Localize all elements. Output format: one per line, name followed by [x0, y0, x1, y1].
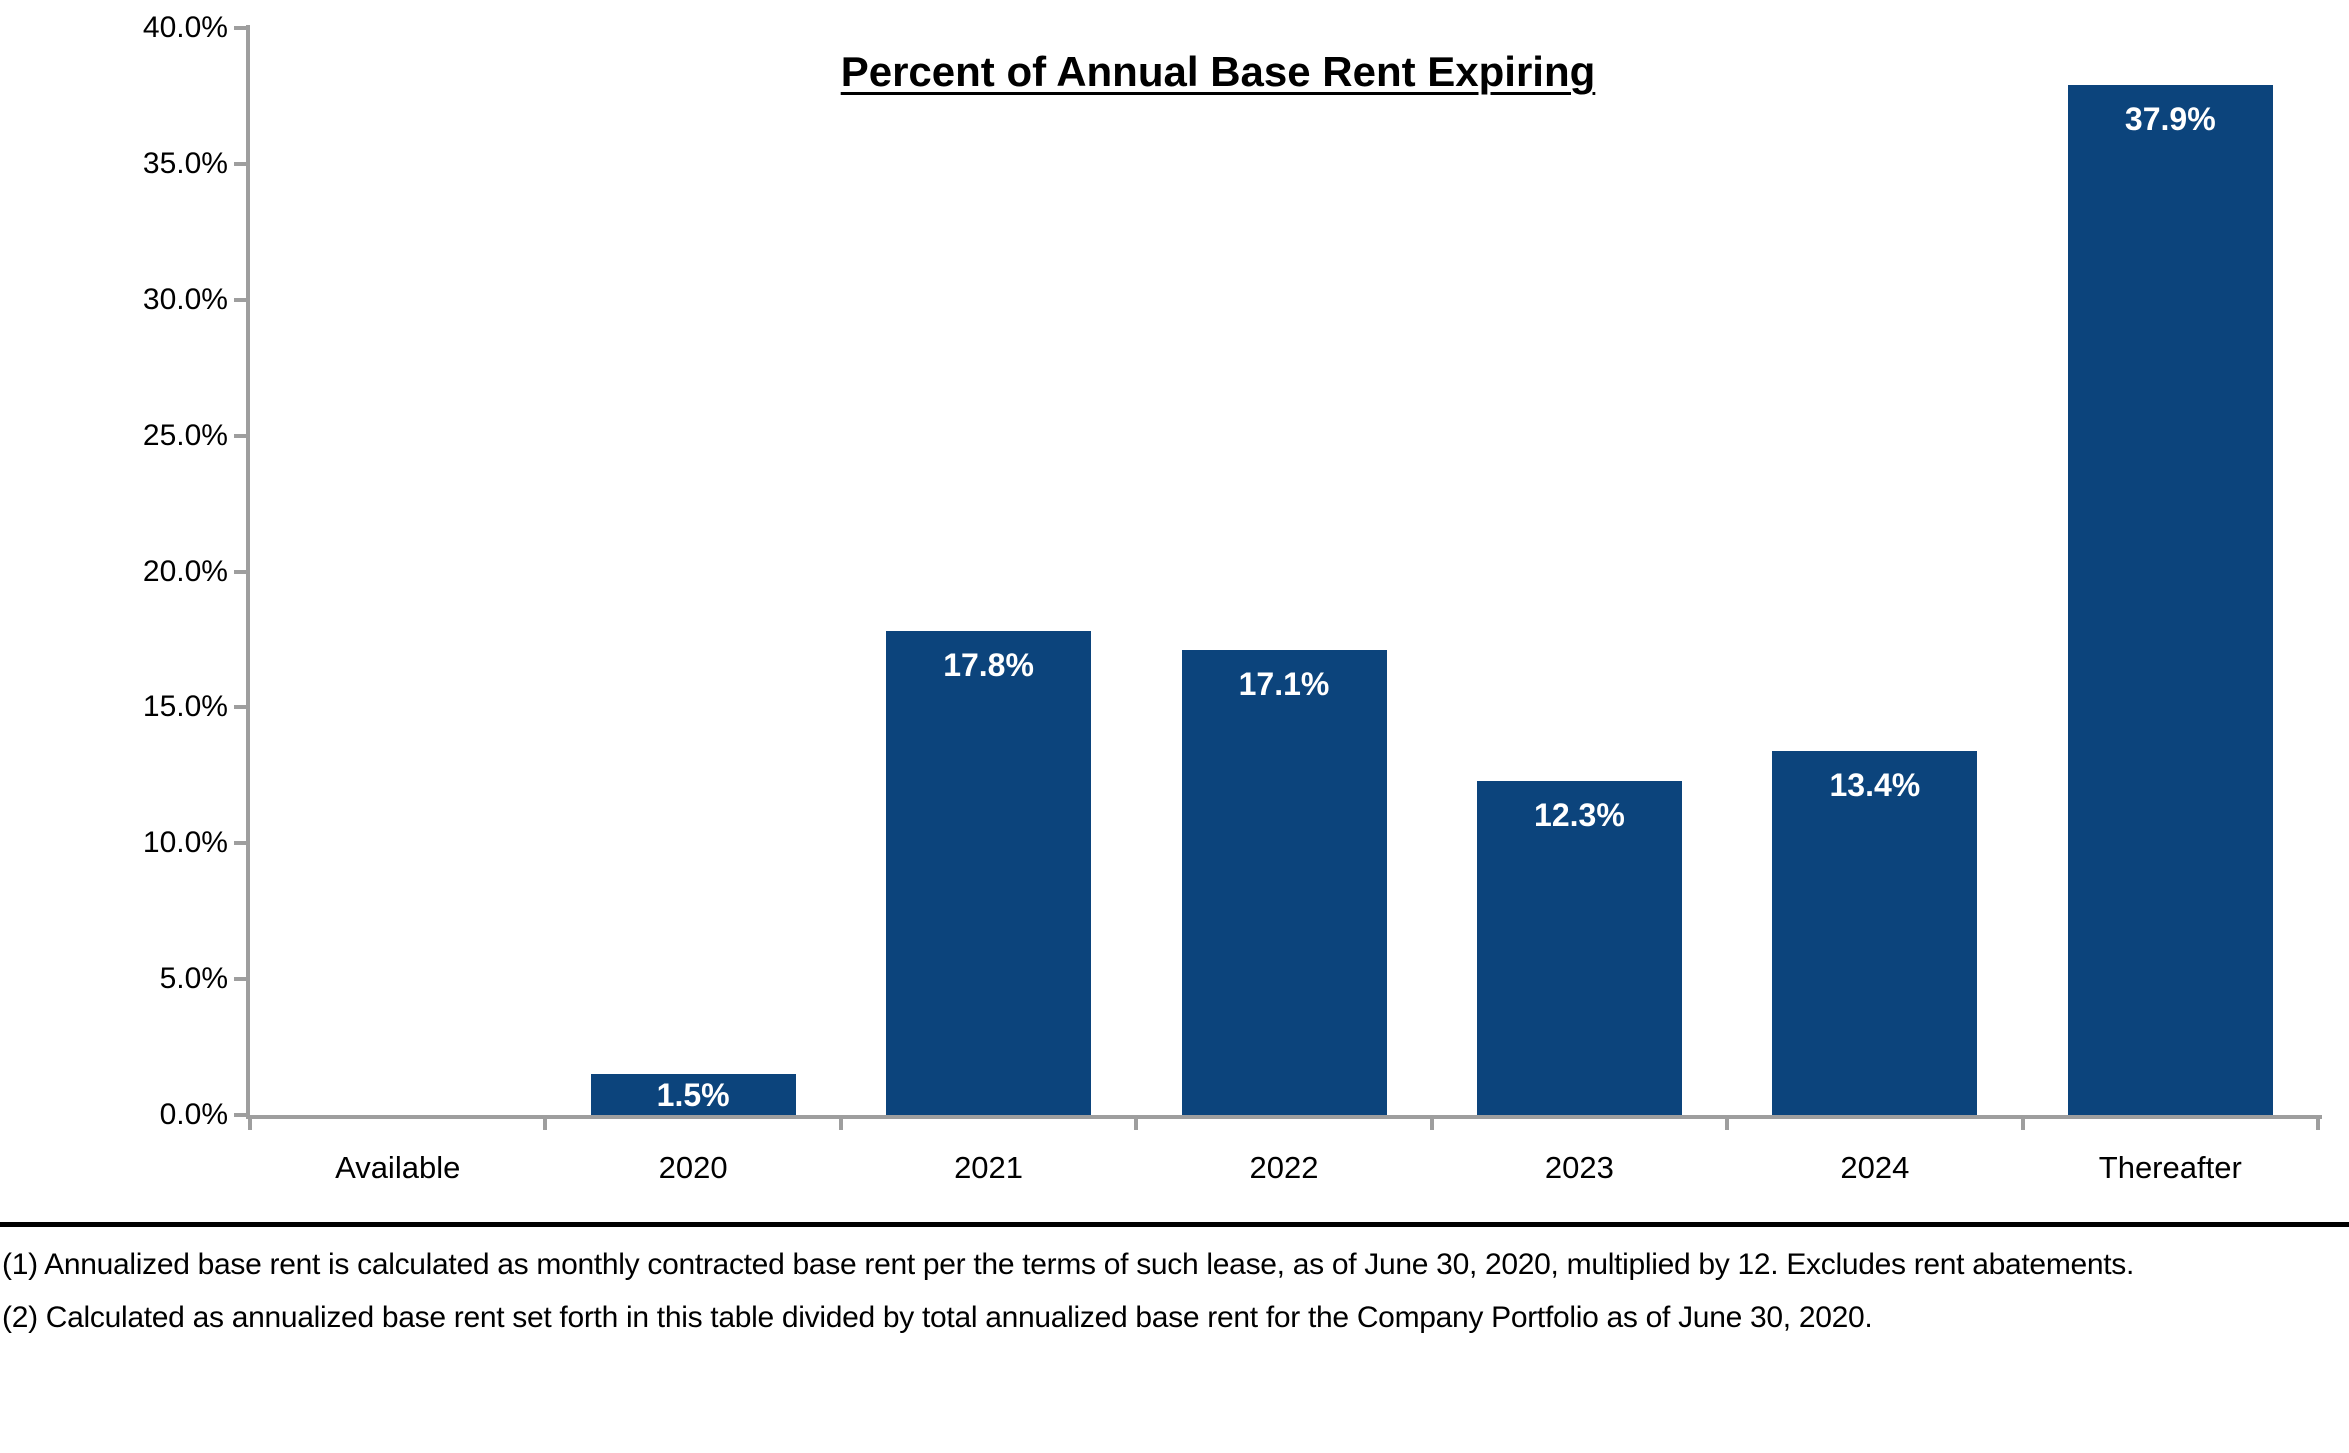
y-axis-tick [234, 841, 248, 846]
y-axis-tick [234, 161, 248, 166]
bar-2021 [886, 631, 1092, 1115]
y-axis-tick-label: 15.0% [142, 690, 228, 724]
x-axis-category-2020: 2020 [658, 1150, 728, 1185]
y-axis-tick-label: 20.0% [142, 554, 228, 588]
bar-thereafter [2067, 85, 2273, 1115]
y-axis-tick [234, 705, 248, 710]
y-axis-tick-label: 0.0% [159, 1098, 228, 1131]
bar-2022 [1181, 650, 1387, 1115]
x-axis-category-2023: 2023 [1544, 1150, 1614, 1185]
y-axis-tick [234, 1113, 248, 1117]
y-axis-tick [234, 433, 248, 438]
y-axis-tick-label: 30.0% [142, 282, 228, 316]
y-axis-line [246, 25, 250, 1119]
y-axis-tick [234, 569, 248, 574]
y-axis-tick [234, 297, 248, 302]
bar-value-label-2023: 12.3% [1534, 796, 1625, 833]
y-axis-tick-label: 5.0% [159, 962, 228, 996]
x-axis-tick [838, 1115, 843, 1130]
x-axis-category-2021: 2021 [954, 1150, 1024, 1185]
x-axis-tick [1134, 1115, 1139, 1130]
bar-value-label-2020: 1.5% [656, 1076, 730, 1113]
x-axis-category-2022: 2022 [1249, 1150, 1319, 1185]
chart-title: Percent of Annual Base Rent Expiring [840, 48, 1596, 95]
footnote-separator-line [0, 1222, 2349, 1227]
y-axis-tick [234, 977, 248, 982]
x-axis-line [246, 1115, 2322, 1119]
bar-value-label-2024: 13.4% [1829, 766, 1921, 803]
footnotes: (1) Annualized base rent is calculated a… [2, 1238, 2262, 1344]
x-axis-category-available: Available [335, 1150, 461, 1185]
x-axis-category-2024: 2024 [1840, 1150, 1910, 1185]
y-axis-tick-label: 10.0% [142, 826, 228, 860]
x-axis-tick [543, 1115, 548, 1130]
bar-value-label-thereafter: 37.9% [2124, 101, 2216, 138]
bar-value-label-2022: 17.1% [1238, 666, 1330, 703]
x-axis-tick [2316, 1115, 2320, 1130]
x-axis-tick [1429, 1115, 1434, 1130]
x-axis-tick [248, 1115, 252, 1130]
bar-2020 [590, 1074, 796, 1115]
x-axis-category-thereafter: Thereafter [2098, 1150, 2242, 1185]
y-axis-tick-label: 25.0% [142, 418, 228, 452]
y-axis-tick [234, 26, 248, 30]
footnote-1: (1) Annualized base rent is calculated a… [2, 1248, 2135, 1281]
x-axis-tick [1725, 1115, 1730, 1130]
y-axis-tick-label: 40.0% [142, 11, 228, 44]
bar-2024 [1772, 750, 1978, 1115]
x-axis-tick [2020, 1115, 2025, 1130]
footnote-2: (2) Calculated as annualized base rent s… [2, 1301, 1873, 1334]
bar-2023 [1476, 780, 1682, 1115]
y-axis-tick-label: 35.0% [142, 146, 228, 180]
bar-value-label-2021: 17.8% [943, 647, 1034, 684]
